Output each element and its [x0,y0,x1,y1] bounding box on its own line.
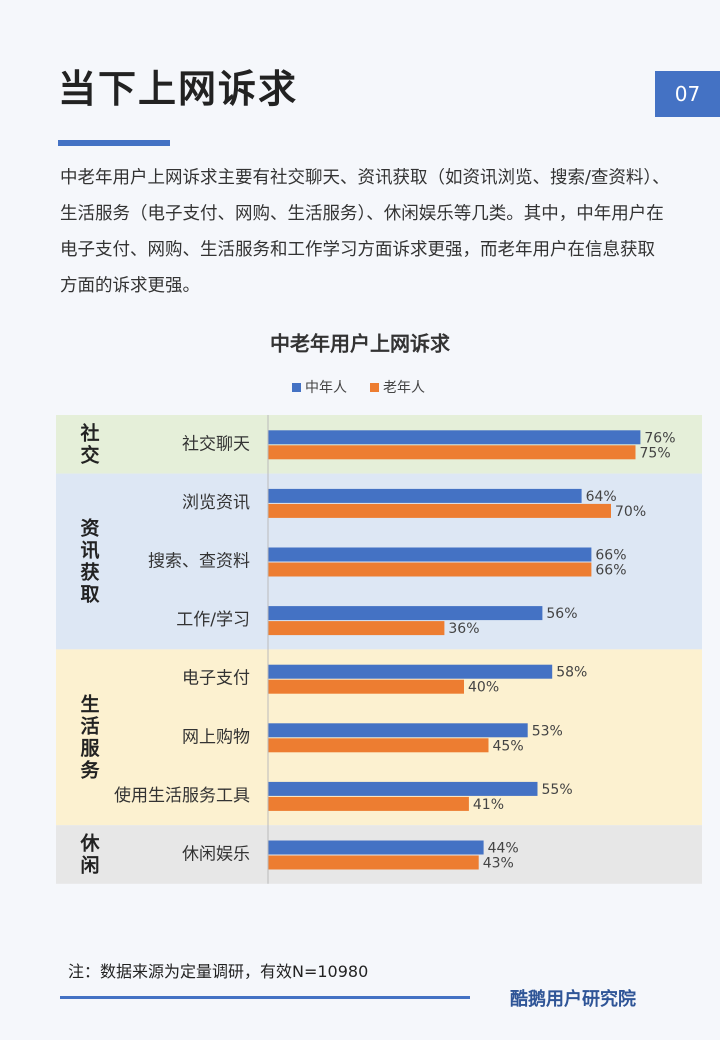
brand: 酷鹅用户研究院 [510,989,636,1010]
value-label: 66% [595,563,626,579]
bar [268,488,582,503]
bar [268,606,543,621]
legend-label: 中年人 [305,380,347,396]
bar [268,796,469,811]
bar [268,664,553,679]
category-label: 网上购物 [182,727,250,747]
footer-rule [60,996,470,999]
legend-label: 老年人 [383,380,425,396]
category-label: 搜索、查资料 [148,552,250,572]
group-band [56,473,702,650]
value-label: 45% [493,738,524,754]
bar [268,781,538,796]
value-label: 58% [556,665,587,681]
value-label: 43% [483,856,514,872]
paragraph: 中老年用户上网诉求主要有社交聊天、资讯获取（如资讯浏览、搜索/查资料）、生活服务… [60,168,670,296]
value-label: 76% [644,430,675,446]
bar [268,547,592,562]
bar [268,679,464,694]
category-label: 工作/学习 [176,610,250,630]
bar [268,738,489,753]
group-label: 资讯获取 [80,516,99,605]
value-label: 66% [595,548,626,564]
group-label: 生活服务 [80,692,100,781]
category-label: 浏览资讯 [182,493,250,513]
bar [268,503,611,518]
value-label: 70% [615,504,646,520]
bar [268,445,636,460]
value-label: 53% [532,723,563,739]
note: 注：数据来源为定量调研，有效N=10980 [68,962,369,981]
value-label: 64% [586,489,617,505]
chart-title: 中老年用户上网诉求 [270,332,451,356]
page-title: 当下上网诉求 [58,67,299,111]
value-label: 75% [640,445,671,461]
bar [268,430,641,445]
category-label: 使用生活服务工具 [114,785,250,806]
category-label: 社交聊天 [182,434,250,454]
value-label: 55% [542,782,573,798]
bar [268,723,528,738]
value-label: 40% [468,680,499,696]
bar [268,621,445,636]
value-label: 41% [473,797,504,813]
bar [268,855,479,870]
group-label: 休闲 [79,832,100,876]
legend-swatch [292,383,301,392]
group-label: 社交 [79,421,99,466]
value-label: 56% [546,606,577,622]
value-label: 44% [488,841,519,857]
page-number: 07 [655,71,720,117]
value-label: 36% [448,621,479,637]
accent-bar [58,140,170,146]
bar [268,562,592,577]
category-label: 休闲娱乐 [182,845,250,865]
category-label: 电子支付 [182,669,250,689]
legend-swatch [370,383,379,392]
bar [268,840,484,855]
